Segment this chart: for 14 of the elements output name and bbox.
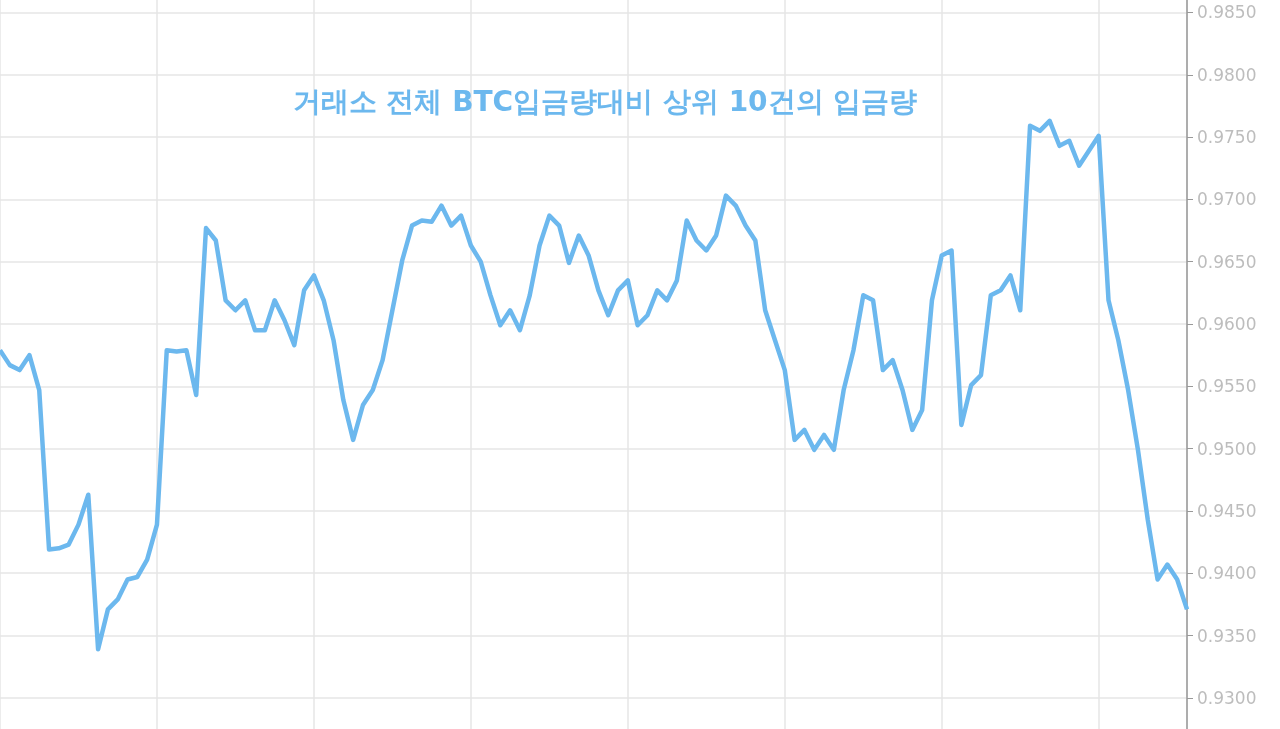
- y-tick-label: 0.9300: [1197, 687, 1257, 708]
- y-tick-label: 0.9800: [1197, 64, 1257, 85]
- y-tick-label: 0.9850: [1197, 2, 1257, 23]
- y-tick-label: 0.9600: [1197, 314, 1257, 334]
- y-tick-label: 0.9350: [1197, 625, 1257, 646]
- y-tick-label: 0.9500: [1197, 438, 1257, 459]
- y-tick-label: 0.9400: [1197, 563, 1257, 584]
- y-tick-label: 0.9700: [1197, 189, 1257, 210]
- y-tick-label: 0.9750: [1197, 127, 1257, 148]
- y-tick-label: 0.9450: [1197, 500, 1257, 521]
- line-series: [0, 118, 1190, 652]
- y-tick-label: 0.9650: [1197, 251, 1257, 272]
- text: 거래소 전체 BTC입금량대비 상위 10건의 입금량: [292, 84, 918, 118]
- y-tick-label: 0.9550: [1197, 376, 1257, 397]
